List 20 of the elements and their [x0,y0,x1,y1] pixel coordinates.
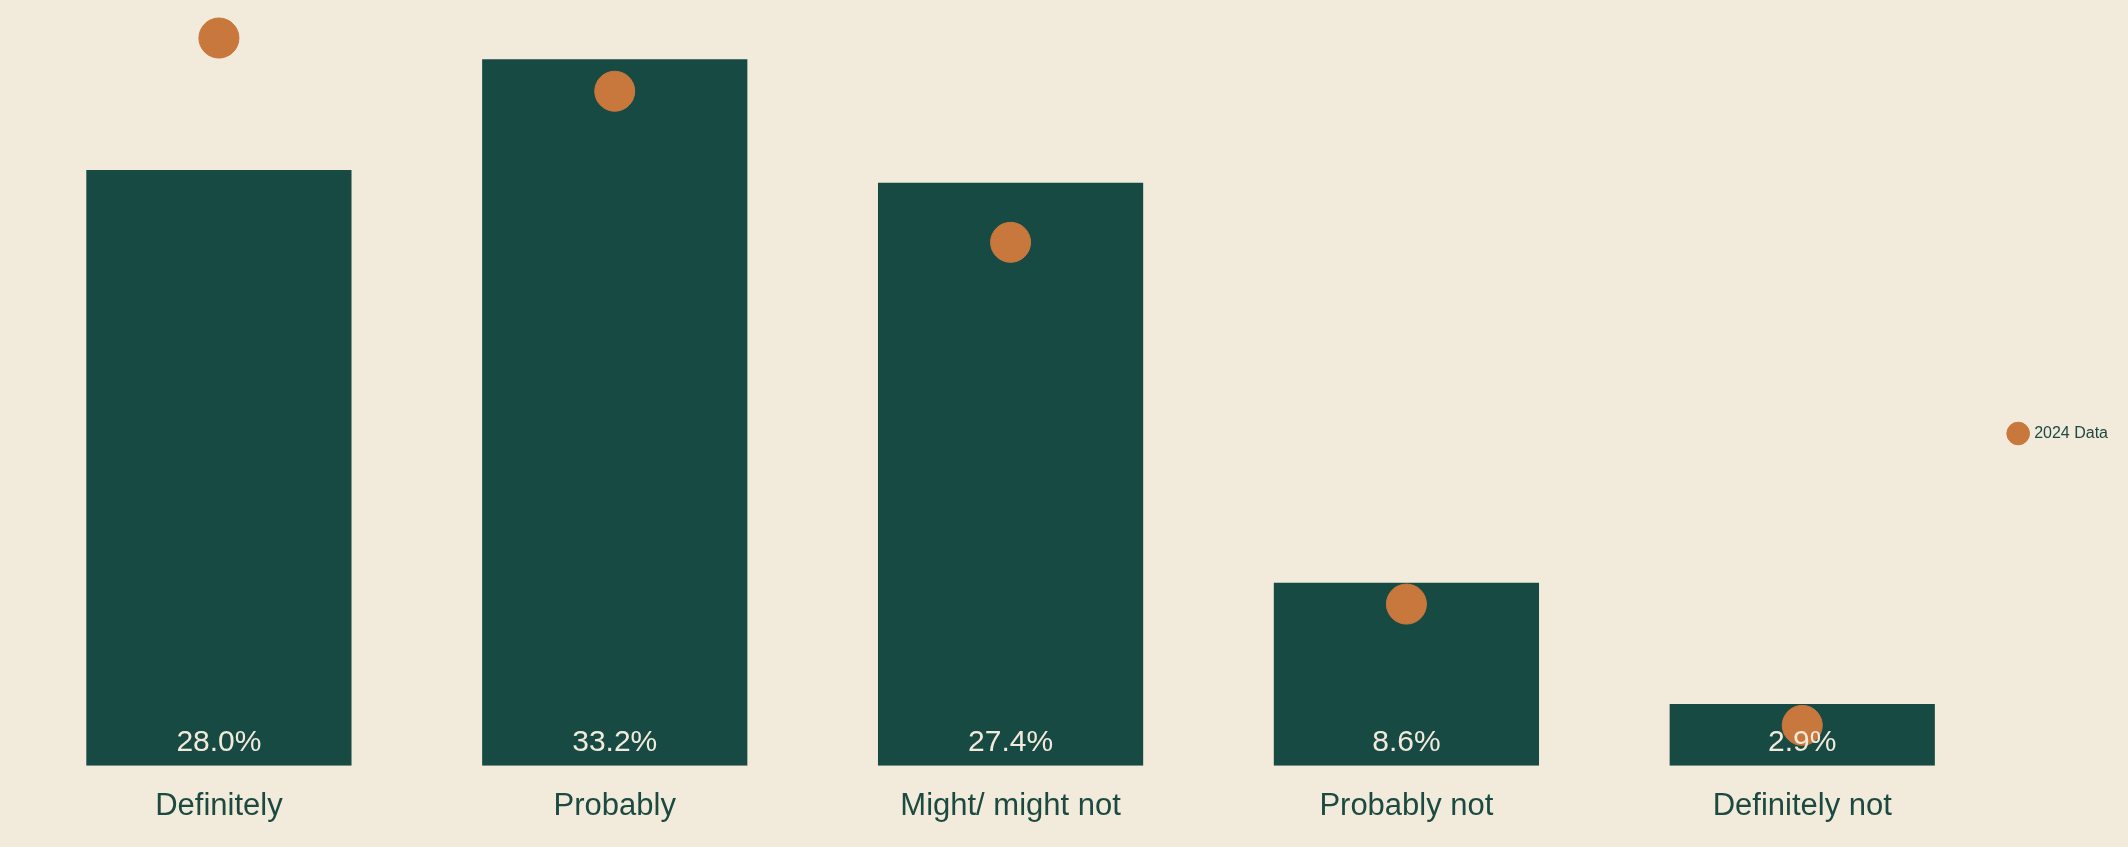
data-label: 8.6% [1372,724,1441,758]
data-label: 2.9% [1768,724,1837,758]
x-tick-label: Definitely not [1712,786,1893,822]
point [594,70,636,112]
x-tick-label: Probably not [1319,786,1494,822]
point [198,17,240,59]
x-tick-label: Probably [553,786,677,822]
bar [482,59,748,766]
point [990,221,1032,263]
legend-label: 2024 Data [2034,423,2109,441]
bar [1669,704,1935,766]
x-tick-label: Definitely [155,786,284,822]
bar [1273,582,1540,766]
bar [877,182,1144,766]
data-label: 27.4% [968,724,1054,758]
data-label: 33.2% [572,724,658,758]
data-label: 28.0% [176,724,262,758]
x-tick-label: Might/ might not [900,786,1122,822]
point [1385,583,1427,625]
bar [86,169,352,766]
